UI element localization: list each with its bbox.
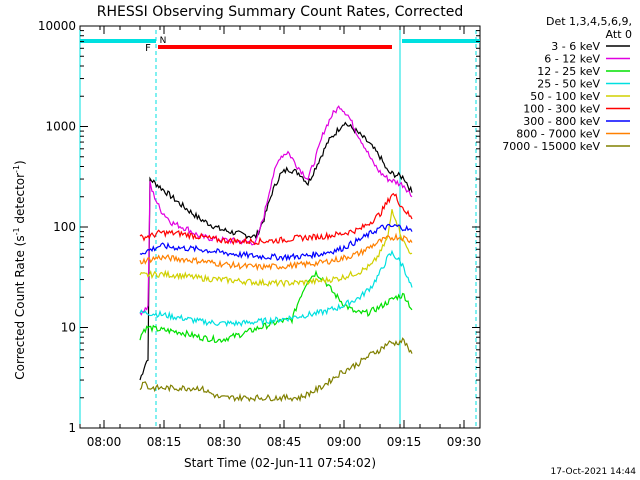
series-line	[139, 192, 413, 246]
y-axis-label: Corrected Count Rate (s-1 detector-1)	[12, 160, 27, 379]
series-line	[139, 105, 413, 316]
observing-bars: FN	[80, 36, 480, 54]
series-line	[139, 249, 413, 328]
y-tick-label: 100	[53, 220, 76, 234]
flare-marker-label: F	[145, 43, 151, 54]
legend-header-2: Att 0	[606, 28, 632, 41]
x-tick-label: 09:00	[327, 435, 362, 449]
series-line	[139, 121, 413, 381]
legend-header-1: Det 1,3,4,5,6,9,	[546, 15, 632, 28]
x-ticks: 08:00 08:15 08:30 08:45 09:00 09:15 09:30	[79, 26, 482, 449]
y-ticks: 1 10 100 1000 10000	[38, 19, 480, 435]
y-tick-label: 10000	[38, 19, 76, 33]
legend-label: 800 - 7000 keV	[516, 128, 600, 141]
series-group	[139, 105, 413, 403]
x-tick-label: 08:30	[207, 435, 242, 449]
x-axis-label: Start Time (02-Jun-11 07:54:02)	[184, 456, 376, 470]
footer-date: 17-Oct-2021 14:44	[551, 467, 637, 477]
series-line	[139, 223, 413, 262]
legend-label: 300 - 800 keV	[523, 115, 600, 128]
series-line	[139, 232, 413, 272]
plot-frame	[79, 25, 481, 429]
x-tick-label: 08:45	[267, 435, 302, 449]
legend-label: 50 - 100 keV	[530, 90, 600, 103]
series-line	[139, 269, 413, 344]
y-tick-label: 1	[68, 421, 76, 435]
night-marker-label: N	[160, 36, 167, 46]
series-line	[139, 337, 413, 403]
x-tick-label: 09:30	[447, 435, 482, 449]
y-tick-label: 1000	[45, 120, 76, 134]
legend-label: 12 - 25 keV	[537, 65, 600, 78]
series-line	[139, 209, 413, 288]
legend-label: 7000 - 15000 keV	[502, 140, 600, 153]
x-tick-label: 08:00	[87, 435, 122, 449]
y-tick-label: 10	[61, 321, 76, 335]
x-tick-label: 08:15	[147, 435, 182, 449]
x-tick-label: 09:15	[387, 435, 422, 449]
legend-label: 100 - 300 keV	[523, 103, 600, 116]
legend-label: 6 - 12 keV	[544, 53, 600, 66]
chart-title: RHESSI Observing Summary Count Rates, Co…	[97, 4, 463, 20]
legend-label: 25 - 50 keV	[537, 78, 600, 91]
legend-label: 3 - 6 keV	[551, 40, 600, 53]
gridlines	[79, 30, 477, 428]
